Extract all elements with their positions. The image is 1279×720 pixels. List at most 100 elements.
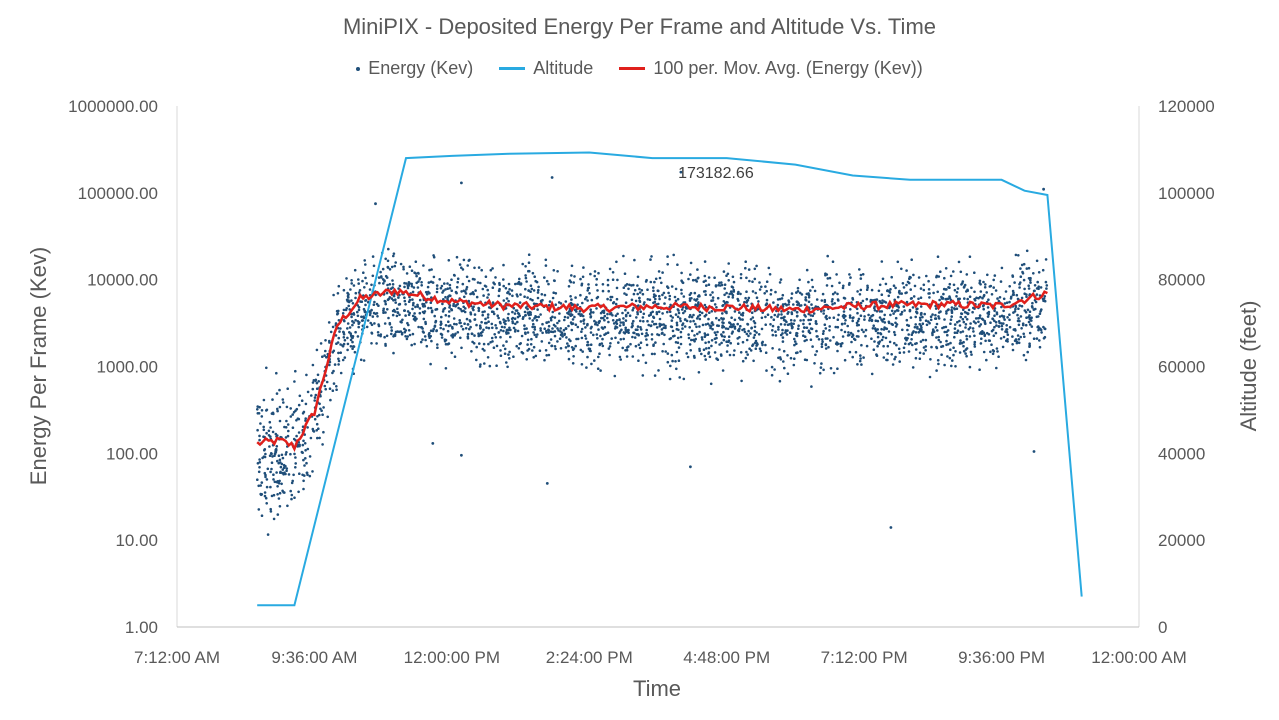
energy-point: [814, 322, 818, 325]
energy-point: [624, 313, 628, 317]
energy-point: [468, 327, 471, 331]
energy-point: [362, 315, 365, 319]
energy-point: [541, 298, 544, 302]
energy-point: [1014, 305, 1018, 309]
energy-point: [830, 300, 834, 303]
energy-point: [965, 354, 968, 358]
energy-point: [914, 331, 918, 334]
energy-point: [384, 344, 387, 347]
energy-point: [564, 346, 568, 349]
energy-point: [528, 310, 531, 314]
energy-point: [993, 319, 996, 323]
energy-point: [703, 354, 707, 358]
energy-point: [914, 315, 917, 319]
energy-point: [574, 323, 578, 327]
energy-point: [1022, 323, 1025, 327]
energy-point: [785, 333, 789, 336]
energy-point: [556, 321, 559, 325]
energy-point: [959, 270, 963, 274]
energy-point: [948, 296, 952, 300]
energy-point: [873, 327, 877, 330]
energy-point: [945, 288, 948, 291]
energy-point: [477, 309, 481, 313]
energy-point: [442, 327, 445, 331]
energy-point: [353, 268, 357, 272]
energy-point: [646, 333, 649, 337]
legend-label-energy: Energy (Kev): [368, 58, 474, 78]
energy-point: [1045, 287, 1048, 290]
energy-point: [882, 328, 886, 331]
energy-point: [752, 359, 755, 363]
energy-point: [423, 304, 427, 308]
y-tick-label: 1.00: [125, 618, 158, 637]
energy-point: [773, 313, 777, 317]
energy-point: [1017, 341, 1021, 345]
energy-point: [257, 412, 261, 415]
energy-point: [473, 278, 476, 281]
energy-point: [859, 301, 863, 305]
energy-point: [747, 329, 750, 333]
energy-point: [495, 344, 499, 348]
energy-point: [855, 307, 859, 311]
energy-point: [420, 284, 424, 287]
energy-point: [394, 261, 398, 264]
energy-point: [514, 309, 518, 312]
energy-point: [676, 341, 680, 345]
energy-point: [508, 357, 511, 360]
energy-point: [753, 321, 757, 325]
energy-point: [876, 344, 879, 348]
energy-point: [531, 349, 534, 352]
energy-point: [674, 360, 677, 363]
energy-point: [700, 336, 704, 339]
energy-point: [332, 382, 336, 385]
energy-point: [499, 349, 502, 352]
annotation-label: 173182.66: [678, 165, 754, 182]
energy-point: [645, 328, 648, 332]
energy-point: [507, 319, 510, 322]
energy-point: [844, 319, 847, 322]
energy-point: [1006, 340, 1009, 343]
energy-point: [787, 310, 790, 314]
energy-point: [527, 289, 530, 292]
energy-point: [342, 342, 346, 346]
energy-point: [371, 315, 375, 318]
energy-point: [894, 325, 898, 328]
energy-point: [403, 296, 406, 300]
energy-point: [958, 342, 962, 345]
energy-point: [424, 338, 427, 342]
energy-point: [822, 329, 825, 333]
energy-point: [1008, 300, 1011, 304]
energy-point: [749, 332, 752, 335]
energy-point: [987, 298, 990, 302]
energy-point: [839, 344, 843, 348]
energy-point: [955, 331, 959, 335]
energy-point: [505, 332, 508, 335]
energy-point: [647, 323, 650, 327]
energy-point: [678, 317, 682, 320]
energy-point: [324, 387, 328, 391]
energy-point: [815, 350, 819, 353]
energy-point: [873, 306, 876, 310]
energy-point: [973, 334, 976, 338]
energy-point: [450, 351, 454, 355]
energy-point: [456, 280, 460, 284]
energy-point: [674, 287, 678, 291]
energy-point: [508, 292, 512, 296]
energy-point: [890, 353, 893, 356]
energy-point: [749, 349, 753, 352]
energy-point: [710, 339, 714, 342]
energy-point: [566, 316, 570, 319]
energy-point: [255, 478, 259, 482]
energy-point: [868, 316, 872, 320]
energy-point: [547, 328, 550, 332]
energy-point: [1013, 281, 1016, 284]
energy-point: [698, 310, 702, 314]
energy-point: [790, 292, 794, 295]
energy-point: [619, 321, 623, 324]
energy-point: [339, 327, 342, 330]
energy-point: [322, 430, 325, 434]
energy-point: [567, 349, 570, 353]
energy-point: [746, 323, 750, 326]
energy-point: [332, 293, 335, 297]
energy-point: [447, 314, 451, 318]
